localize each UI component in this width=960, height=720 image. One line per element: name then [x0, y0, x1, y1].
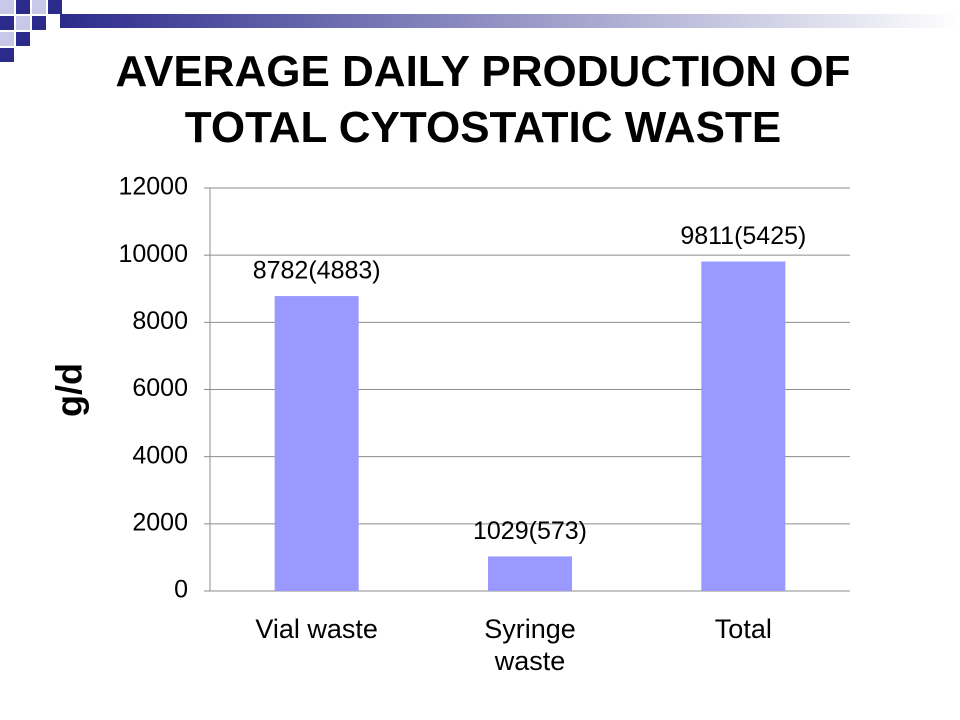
bar — [488, 556, 572, 591]
slide-title: AVERAGE DAILY PRODUCTION OF TOTAL CYTOST… — [115, 47, 851, 152]
y-tick-label: 2000 — [132, 508, 188, 536]
data-label: 8782(4883) — [253, 257, 381, 285]
x-tick-label: Syringe waste — [484, 614, 576, 676]
y-tick-label: 8000 — [132, 307, 188, 335]
data-label: 9811(5425) — [680, 222, 806, 250]
y-tick-label: 4000 — [132, 441, 188, 469]
y-tick-label: 12000 — [118, 173, 188, 201]
x-tick-label: Total — [714, 614, 772, 644]
decor-squares — [0, 0, 62, 62]
bar — [701, 261, 786, 591]
data-label: 1029(573) — [473, 517, 587, 545]
y-tick-label: 0 — [174, 576, 188, 604]
y-axis-label: g/d — [49, 363, 90, 417]
header-band — [60, 14, 960, 28]
y-tick-label: 10000 — [118, 240, 188, 268]
y-tick-label: 6000 — [132, 374, 188, 402]
bar — [274, 296, 359, 591]
x-tick-label: Vial waste — [255, 614, 378, 644]
